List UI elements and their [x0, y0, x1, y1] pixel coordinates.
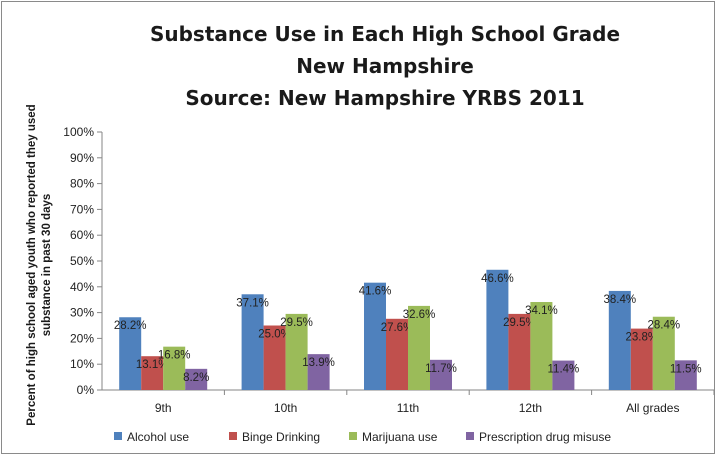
- bar: [185, 368, 208, 390]
- data-label: 38.4%: [603, 294, 636, 306]
- legend-swatch: [349, 432, 357, 440]
- y-tick-label: 30%: [70, 306, 94, 320]
- data-label: 32.6%: [403, 309, 436, 321]
- x-tick-label: 11th: [397, 401, 419, 415]
- bar: [652, 316, 675, 390]
- y-tick-label: 60%: [70, 228, 94, 242]
- x-tick-label: 12th: [519, 401, 542, 415]
- legend-label: Marijuana use: [362, 430, 438, 444]
- data-label: 28.4%: [647, 320, 680, 332]
- bar: [552, 360, 575, 390]
- data-label: 28.2%: [114, 320, 147, 332]
- x-tick-label: 9th: [155, 401, 172, 415]
- y-tick-label: 0%: [77, 383, 95, 397]
- data-label: 11.5%: [670, 363, 702, 375]
- chart-title-line-1: Substance Use in Each High School Grade: [149, 22, 621, 46]
- bar: [430, 359, 452, 390]
- bar: [163, 346, 186, 390]
- data-label: 11.7%: [425, 363, 457, 375]
- data-label: 29.5%: [503, 317, 536, 329]
- data-label: 25.0%: [258, 329, 291, 341]
- legend-swatch: [466, 432, 474, 440]
- bar: [285, 313, 308, 390]
- y-tick-label: 70%: [70, 202, 94, 216]
- bar: [141, 356, 164, 390]
- legend-swatch: [114, 432, 122, 440]
- legend-label: Prescription drug misuse: [479, 430, 611, 444]
- chart-title-line-3: Source: New Hampshire YRBS 2011: [185, 86, 585, 110]
- data-label: 13.1%: [136, 359, 169, 371]
- bar: [608, 290, 631, 390]
- y-tick-label: 40%: [70, 280, 94, 294]
- data-label: 46.6%: [481, 273, 514, 285]
- x-tick-label: 10th: [274, 401, 297, 415]
- bar: [307, 354, 330, 390]
- x-tick-label: All grades: [626, 401, 679, 415]
- bar: [364, 282, 386, 390]
- y-tick-label: 10%: [70, 357, 94, 371]
- bar: [241, 294, 264, 390]
- bar: [530, 302, 553, 390]
- data-label: 23.8%: [625, 332, 658, 344]
- legend-swatch: [229, 432, 237, 440]
- data-label: 16.8%: [158, 350, 191, 362]
- bar: [674, 360, 697, 390]
- data-label: 37.1%: [236, 297, 269, 309]
- data-label: 8.2%: [183, 372, 209, 384]
- bar: [119, 317, 142, 390]
- data-label: 41.6%: [359, 286, 392, 298]
- bar: [386, 318, 408, 390]
- data-label: 27.6%: [381, 322, 414, 334]
- data-label: 11.4%: [548, 364, 580, 376]
- bar: [486, 269, 509, 390]
- y-tick-label: 20%: [70, 331, 94, 345]
- bar: [263, 325, 286, 390]
- bar: [408, 305, 430, 390]
- bar: [508, 313, 531, 390]
- y-tick-label: 100%: [63, 125, 94, 139]
- bar: [630, 328, 653, 390]
- data-label: 13.9%: [302, 357, 335, 369]
- data-label: 34.1%: [525, 305, 558, 317]
- y-tick-label: 90%: [70, 151, 94, 165]
- legend-label: Binge Drinking: [242, 430, 320, 444]
- y-tick-label: 50%: [70, 254, 94, 268]
- chart-title-line-2: New Hampshire: [296, 54, 474, 78]
- data-label: 29.5%: [280, 317, 313, 329]
- legend-label: Alcohol use: [127, 430, 189, 444]
- y-tick-label: 80%: [70, 177, 94, 191]
